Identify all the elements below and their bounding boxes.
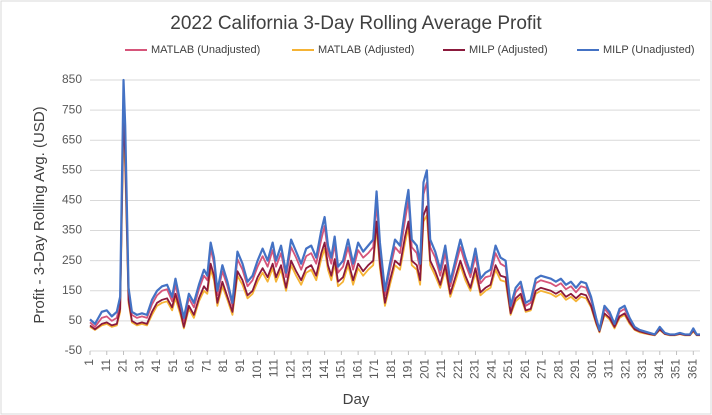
x-tick-label: 91 (233, 359, 247, 373)
x-tick-label: 171 (367, 359, 381, 379)
x-tick-label: 31 (132, 359, 146, 373)
y-axis-title: Profit - 3-Day Rolling Avg. (USD) (31, 106, 48, 323)
x-tick-label: 231 (468, 359, 482, 379)
series-line (89, 78, 700, 336)
y-tick-label: 250 (62, 253, 82, 267)
x-tick-label: 221 (451, 359, 465, 379)
legend: MATLAB (Unadjusted) MATLAB (Adjusted) MILP… (125, 44, 695, 56)
x-tick-label: 121 (283, 359, 297, 379)
x-tick-label: 111 (267, 359, 281, 378)
x-tick-label: 11 (99, 359, 113, 372)
x-tick-label: 71 (199, 359, 213, 373)
x-tick-label: 261 (518, 359, 532, 379)
x-tick-label: 51 (166, 359, 180, 373)
x-tick-label: 271 (535, 359, 549, 379)
x-tick-label: 141 (317, 359, 331, 379)
x-axis-title: Day (343, 391, 370, 408)
x-tick-label: 281 (551, 359, 565, 379)
x-tick-label: 211 (434, 359, 448, 378)
legend-label: MATLAB (Adjusted) (318, 44, 414, 56)
legend-label: MILP (Unadjusted) (603, 44, 695, 56)
y-tick-label: 150 (62, 283, 82, 297)
x-tick-label: 61 (183, 359, 197, 373)
x-tick-label: 301 (585, 359, 599, 379)
x-tick-label: 21 (116, 359, 130, 373)
x-tick-label: 81 (216, 359, 230, 373)
y-tick-label: 550 (62, 163, 82, 177)
legend-label: MATLAB (Unadjusted) (151, 44, 260, 56)
y-tick-label: -50 (65, 343, 83, 357)
x-tick-label: 321 (618, 359, 632, 379)
y-tick-label: 650 (62, 132, 82, 146)
x-tick-label: 311 (602, 359, 616, 378)
x-tick-label: 161 (350, 359, 364, 379)
chart-title: 2022 California 3-Day Rolling Average Pr… (170, 13, 542, 34)
x-tick-label: 181 (384, 359, 398, 379)
x-tick-label: 291 (568, 359, 582, 379)
y-tick-label: 350 (62, 223, 82, 237)
x-tick-label: 1 (82, 359, 96, 366)
x-tick-label: 331 (635, 359, 649, 379)
y-tick-label: 850 (62, 72, 82, 86)
x-tick-label: 131 (300, 359, 314, 379)
y-tick-label: 50 (69, 313, 83, 327)
x-tick-label: 241 (484, 359, 498, 379)
y-tick-label: 750 (62, 102, 82, 116)
x-tick-label: 341 (652, 359, 666, 379)
y-tick-label: 450 (62, 193, 82, 207)
legend-label: MILP (Adjusted) (469, 44, 548, 56)
x-tick-label: 151 (334, 359, 348, 379)
x-tick-label: 191 (401, 359, 415, 379)
x-tick-label: 251 (501, 359, 515, 379)
x-tick-label: 101 (250, 359, 264, 379)
x-tick-label: 41 (149, 359, 163, 373)
x-tick-label: 201 (417, 359, 431, 379)
x-tick-label: 351 (669, 359, 683, 379)
plot-area (89, 78, 700, 337)
x-tick-label: 361 (685, 359, 699, 379)
